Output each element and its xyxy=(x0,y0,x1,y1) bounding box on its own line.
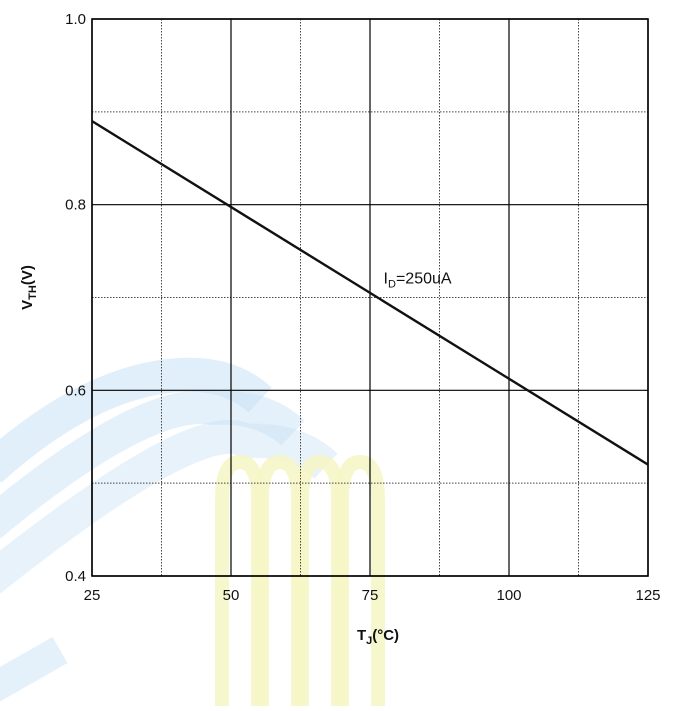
y-tick-label: 0.6 xyxy=(65,382,86,399)
x-tick-label: 100 xyxy=(496,587,521,604)
watermark-stripe xyxy=(0,390,305,539)
watermark-pillar xyxy=(335,454,385,706)
annotation-current: ID=250uA xyxy=(384,271,452,291)
y-axis-label-main: V xyxy=(19,300,36,310)
plot-area-border xyxy=(91,18,649,577)
annotation-value: =250uA xyxy=(396,271,452,288)
watermark-pillar xyxy=(295,454,345,706)
tick-labels: 25 50 75 100 125 0.4 0.6 0.8 1.0 xyxy=(65,11,660,604)
x-axis-label-unit: (°C) xyxy=(372,627,399,644)
x-tick-label: 125 xyxy=(635,587,660,604)
watermark-pillar xyxy=(255,454,305,706)
watermark-pillar xyxy=(215,454,265,706)
watermark xyxy=(0,357,385,706)
watermark-stripe xyxy=(0,420,338,594)
annotation-main: I xyxy=(384,271,388,288)
x-tick-label: 50 xyxy=(223,587,240,604)
x-tick-label: 75 xyxy=(362,587,379,604)
x-tick-label: 25 xyxy=(84,587,101,604)
y-tick-label: 0.8 xyxy=(65,197,86,214)
y-axis-label-unit: (V) xyxy=(19,265,36,285)
annotation-subscript: D xyxy=(388,279,396,291)
y-tick-label: 0.4 xyxy=(65,568,86,585)
x-axis-label-subscript: J xyxy=(366,635,372,647)
watermark-stripe xyxy=(0,636,68,702)
series-layer xyxy=(91,120,649,466)
grid xyxy=(91,18,649,577)
x-axis-label: TJ(°C) xyxy=(357,627,399,647)
y-tick-label: 1.0 xyxy=(65,11,86,28)
series-line-0 xyxy=(91,120,649,466)
y-axis-label: VTH(V) xyxy=(19,265,39,310)
x-axis-label-main: T xyxy=(357,627,366,644)
y-axis-label-subscript: TH xyxy=(27,285,39,300)
